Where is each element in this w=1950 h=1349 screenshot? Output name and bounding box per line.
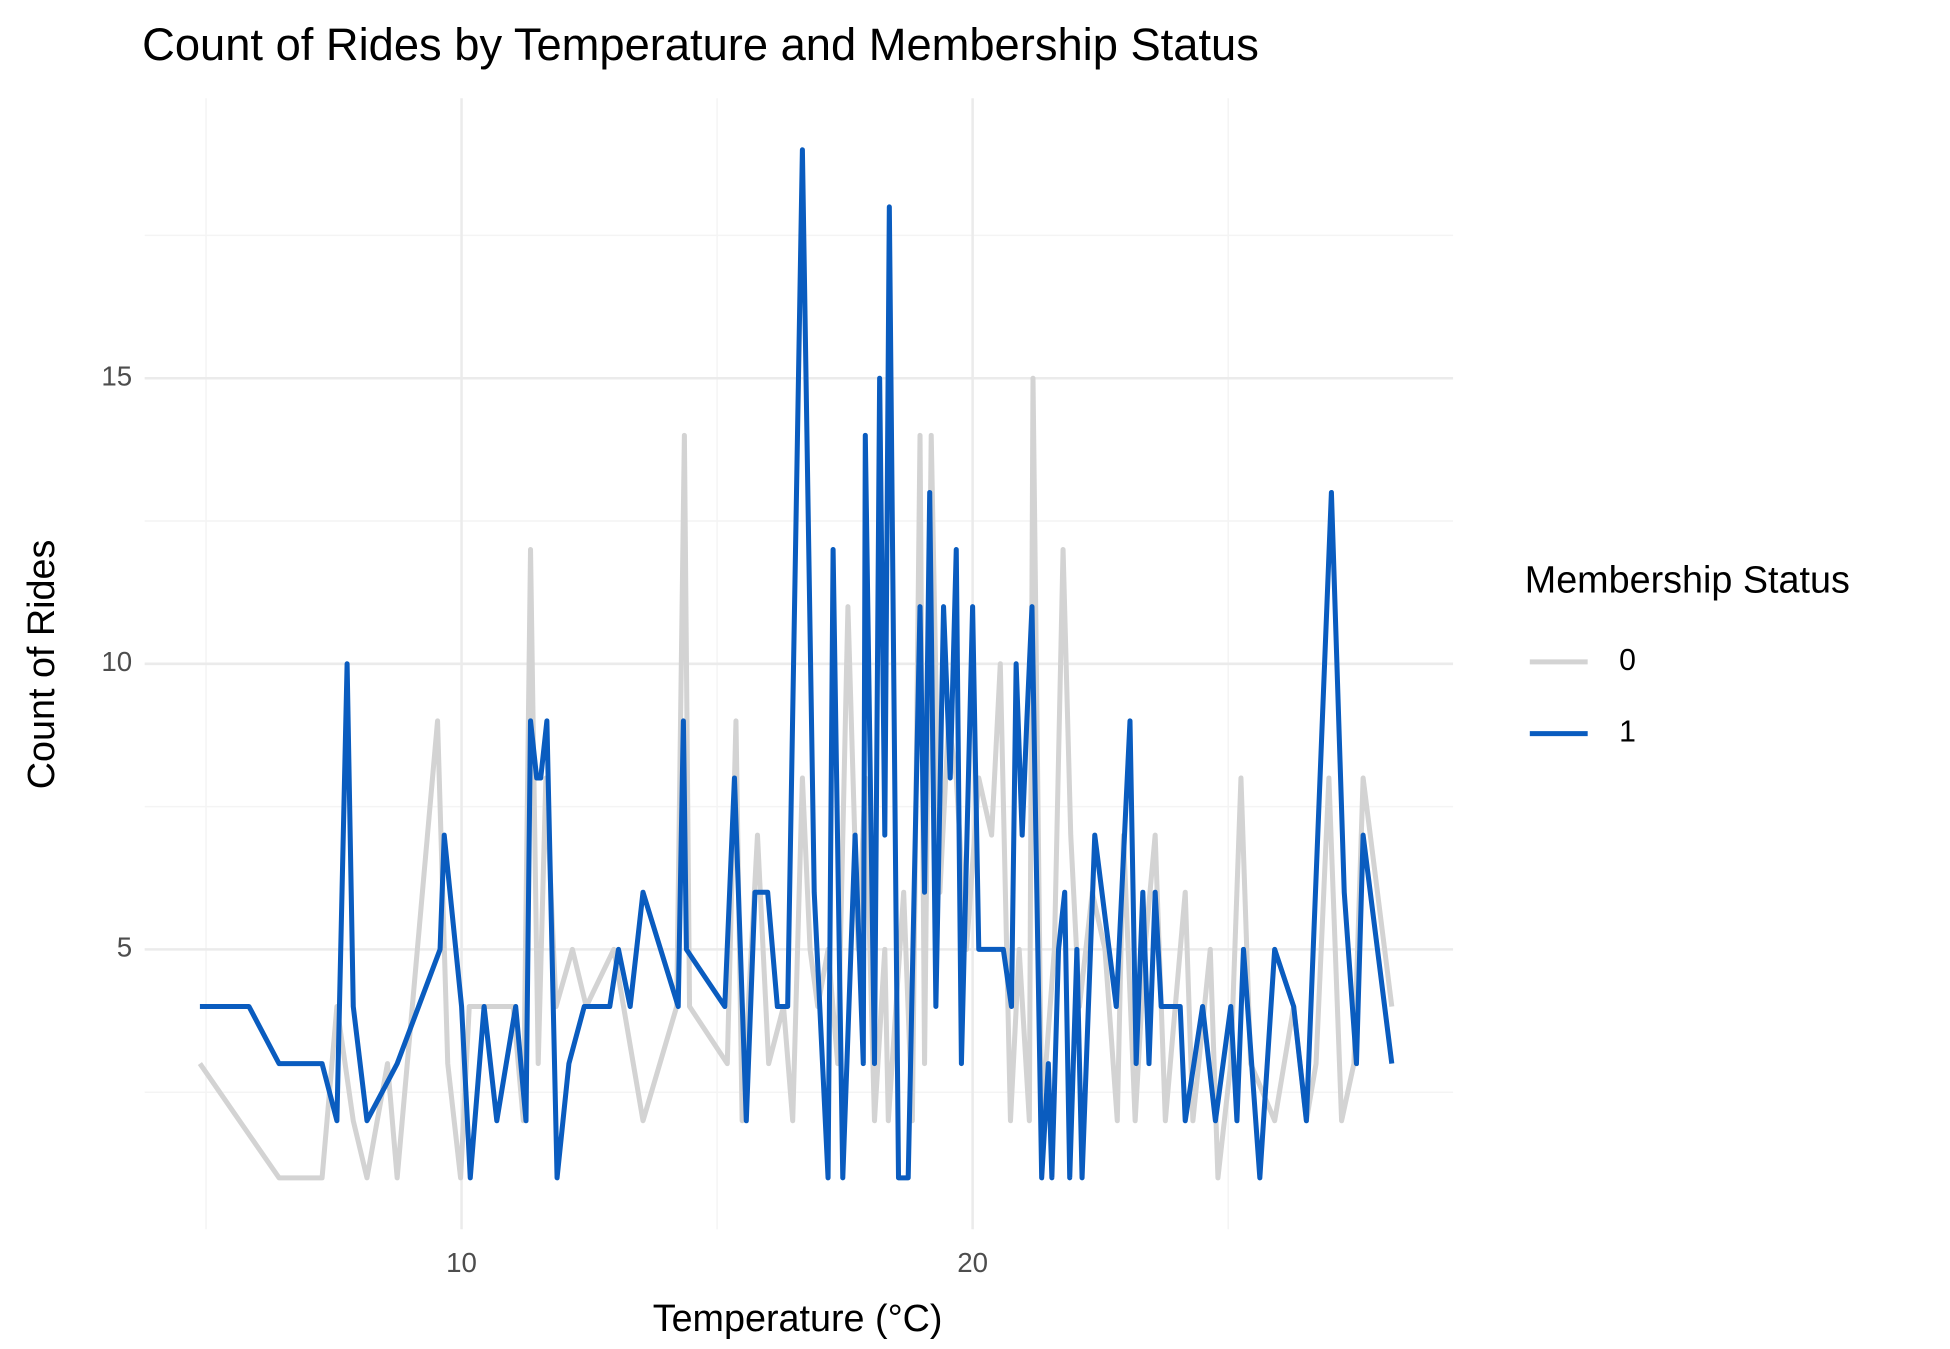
plot-lines <box>197 147 1395 1181</box>
legend-label: 0 <box>1619 644 1636 677</box>
legend-label: 1 <box>1619 716 1636 749</box>
y-axis-label: Count of Rides <box>20 540 62 790</box>
x-axis-label: Temperature (°C) <box>653 1297 943 1339</box>
x-tick-label: 10 <box>446 1247 477 1278</box>
series-line <box>199 147 1395 1181</box>
series-line <box>197 375 1395 1181</box>
grid <box>144 98 1454 1230</box>
legend-title: Membership Status <box>1525 559 1850 601</box>
y-tick-label: 5 <box>117 932 132 963</box>
chart-title: Count of Rides by Temperature and Member… <box>142 19 1259 70</box>
y-tick-label: 15 <box>101 361 132 392</box>
y-tick-label: 10 <box>101 646 132 677</box>
x-tick-label: 20 <box>957 1247 988 1278</box>
